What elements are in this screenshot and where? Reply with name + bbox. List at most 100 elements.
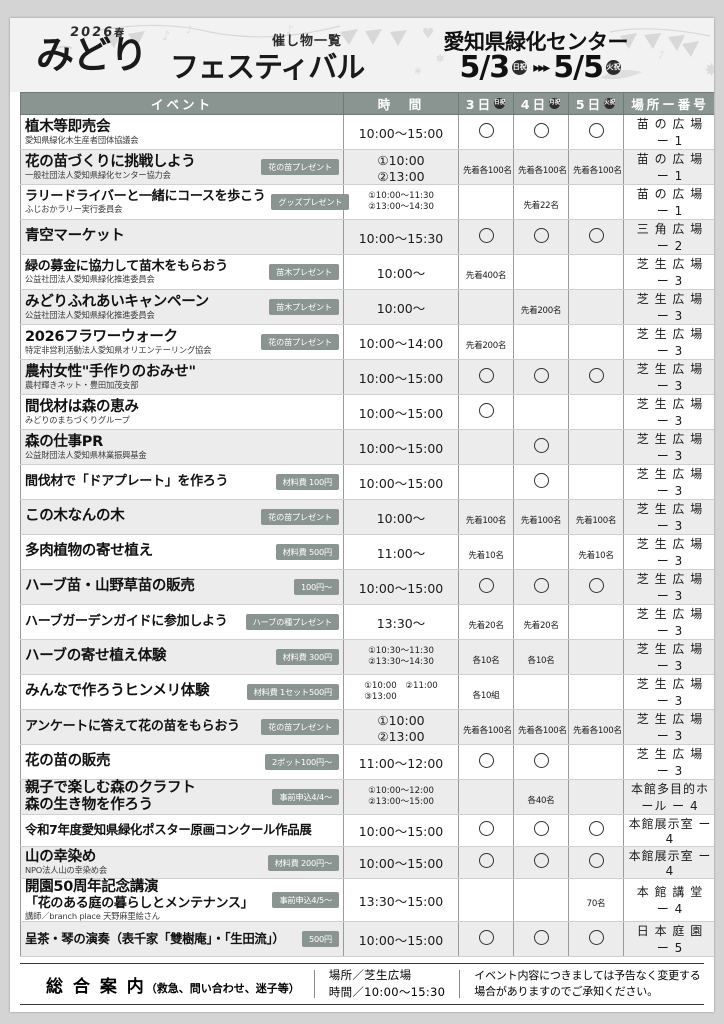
svg-text:♪: ♪ bbox=[186, 25, 192, 36]
availability-circle-icon bbox=[533, 122, 549, 138]
place-cell: 芝 生 広 場 ー 3 bbox=[623, 744, 714, 780]
place-value: 芝 生 広 場 ー 3 bbox=[636, 327, 704, 358]
date-arrows: ▸▸▸ bbox=[533, 59, 550, 76]
event-text: 森の仕事PR 公益財団法人愛知県林業振興基金 bbox=[25, 434, 147, 461]
event-title: ハーブ苗・山野草苗の販売 bbox=[25, 578, 195, 595]
place-value: 芝 生 広 場 ー 3 bbox=[636, 257, 704, 288]
col-day3: 3日日祝 bbox=[458, 92, 514, 115]
day4-cell: 先着200名 bbox=[513, 289, 569, 325]
capacity-text: 先着各100名 bbox=[518, 165, 567, 176]
day5-cell bbox=[568, 184, 624, 220]
day4-cell bbox=[513, 464, 569, 500]
table-row: 令和7年度愛知県緑化ポスター原画コンクール作品展 10:00〜15:00 本館展示室… bbox=[20, 814, 714, 848]
event-text: ハーブの寄せ植え体験 bbox=[25, 648, 166, 665]
event-text: みどりふれあいキャンペーン 公益社団法人愛知県緑化推進委員会 bbox=[25, 294, 209, 321]
day5-cell bbox=[568, 778, 624, 816]
event-cell: 呈茶・琴の演奏（表千家「雙樹庵」・「生田流」） 500円 bbox=[20, 921, 344, 958]
event-wrap: ハーブガーデンガイドに参加しよう ハーブの種プレゼント bbox=[25, 611, 339, 634]
place-value: 芝 生 広 場 ー 3 bbox=[636, 712, 704, 743]
place-value: 芝 生 広 場 ー 3 bbox=[636, 397, 704, 428]
event-text: ハーブガーデンガイドに参加しよう bbox=[25, 614, 228, 629]
event-text: みんなで作ろうヒンメリ体験 bbox=[25, 683, 209, 700]
time-multi: ①10:00〜12:00 ②13:00〜15:00 bbox=[368, 786, 434, 807]
day4-cell bbox=[513, 219, 569, 255]
capacity-text: 各10名 bbox=[527, 655, 555, 666]
day3-cell bbox=[458, 744, 514, 780]
time-line: ③13:00 bbox=[364, 692, 397, 702]
time-line: ②13:00〜15:00 bbox=[368, 797, 434, 808]
svg-text:♪: ♪ bbox=[658, 50, 664, 61]
table-row: 青空マーケット 10:00〜15:30 三 角 広 場 ー 2 bbox=[20, 219, 714, 255]
event-text: 呈茶・琴の演奏（表千家「雙樹庵」・「生田流」） bbox=[25, 931, 285, 947]
table-row: 農村女性"手作りのおみせ" 農村輝きネット・豊田加茂支部 10:00〜15:00 芝 … bbox=[20, 359, 714, 395]
event-cell: 親子で楽しむ森のクラフト 森の生き物を作ろう 事前申込4/4〜 bbox=[20, 778, 344, 816]
event-dates: 5/3 日祝 ▸▸▸ 5/5 火祝 bbox=[459, 50, 622, 85]
event-badge: 材料費 100円 bbox=[275, 474, 339, 490]
capacity-text: 先着22名 bbox=[523, 200, 559, 211]
time-cell: ①10:30〜11:30 ②13:30〜14:30 bbox=[343, 639, 459, 675]
event-cell: ハーブガーデンガイドに参加しよう ハーブの種プレゼント bbox=[20, 604, 344, 640]
availability-circle-icon bbox=[533, 929, 549, 945]
event-text: 山の幸染め NPO法人山の幸染め会 bbox=[25, 849, 107, 876]
time-value: 13:30〜 bbox=[376, 615, 426, 631]
event-text: 緑の募金に協力して苗木をもらおう 公益社団法人愛知県緑化推進委員会 bbox=[25, 259, 228, 284]
event-title: 2026フラワーウォーク bbox=[25, 328, 178, 345]
place-cell: 芝 生 広 場 ー 3 bbox=[623, 359, 714, 395]
place-value: 三 角 広 場 ー 2 bbox=[636, 222, 704, 253]
availability-circle-icon bbox=[478, 752, 494, 768]
availability-circle-icon bbox=[478, 821, 494, 837]
day5-cell: 先着各100名 bbox=[568, 709, 624, 745]
capacity-text: 各10組 bbox=[472, 690, 500, 701]
col-event: イベント bbox=[20, 92, 344, 115]
event-wrap: 呈茶・琴の演奏（表千家「雙樹庵」・「生田流」） 500円 bbox=[25, 928, 339, 951]
time-multi: ①10:30〜11:30 ②13:30〜14:30 bbox=[368, 646, 434, 667]
event-title: 花の苗づくりに挑戦しよう bbox=[25, 153, 196, 170]
day4-cell bbox=[513, 114, 569, 150]
svg-text:❀: ❀ bbox=[414, 67, 422, 77]
place-value: 芝 生 広 場 ー 3 bbox=[636, 607, 704, 638]
divider-2 bbox=[459, 970, 461, 999]
day5-cell bbox=[568, 921, 624, 958]
time-cell: 10:00〜 bbox=[343, 499, 459, 535]
place-cell: 芝 生 広 場 ー 3 bbox=[623, 534, 714, 570]
event-badge: 材料費 1セット500円 bbox=[246, 684, 339, 700]
event-wrap: ハーブ苗・山野草苗の販売 100円〜 bbox=[25, 576, 339, 599]
event-title: 植木等即売会 bbox=[25, 118, 111, 135]
flyer-page: ♪ ♪ ♪ ♥ ✽ ❀ ♪ ✸ 2026春 みどり フェスティバル 催し物一覧 … bbox=[10, 18, 714, 1012]
general-info-bar: 総 合 案 内（救急、問い合わせ、迷子等） 場所／芝生広場 時間／10:00〜1… bbox=[20, 963, 704, 1006]
day3-cell bbox=[458, 114, 514, 150]
place-cell: 芝 生 広 場 ー 3 bbox=[623, 639, 714, 675]
place-value: 本館多目的ホール ー 4 bbox=[630, 782, 709, 814]
day5-cell bbox=[568, 846, 624, 880]
place-cell: 芝 生 広 場 ー 3 bbox=[623, 254, 714, 290]
time-cell: 13:30〜 bbox=[343, 604, 459, 640]
availability-circle-icon bbox=[533, 853, 549, 869]
event-wrap: 親子で楽しむ森のクラフト 森の生き物を作ろう 事前申込4/4〜 bbox=[25, 780, 339, 814]
general-info-title: 総 合 案 内（救急、問い合わせ、迷子等） bbox=[46, 976, 300, 997]
event-badge: 花の苗プレゼント bbox=[261, 719, 339, 735]
capacity-text: 先着各100名 bbox=[463, 165, 512, 176]
day3-cell: 先着各100名 bbox=[458, 149, 514, 185]
event-organizer: 農村輝きネット・豊田加茂支部 bbox=[25, 379, 139, 390]
event-title: 令和7年度愛知県緑化ポスター原画コンクール作品展 bbox=[25, 822, 312, 838]
event-cell: 間伐材は森の恵み みどりのまちづくりグループ bbox=[20, 394, 344, 430]
availability-circle-icon bbox=[588, 367, 604, 383]
time-multi: ①10:00〜11:30 ②13:00〜14:30 bbox=[368, 191, 434, 212]
day5-cell bbox=[568, 394, 624, 430]
capacity-text: 先着200名 bbox=[520, 305, 562, 316]
event-badge: 材料費 500円 bbox=[275, 544, 339, 560]
day3-cell: 各10組 bbox=[458, 674, 514, 710]
availability-circle-icon bbox=[533, 367, 549, 383]
event-cell: ハーブ苗・山野草苗の販売 100円〜 bbox=[20, 569, 344, 605]
event-text: 農村女性"手作りのおみせ" 農村輝きネット・豊田加茂支部 bbox=[25, 364, 196, 391]
availability-circle-icon bbox=[478, 402, 494, 418]
event-title: ラリードライバーと一緒にコースを歩こう bbox=[25, 189, 266, 205]
event-title: 間伐材で「ドアプレート」を作ろう bbox=[25, 474, 229, 490]
availability-circle-icon bbox=[533, 577, 549, 593]
availability-circle-icon bbox=[478, 367, 494, 383]
event-cell: 青空マーケット bbox=[20, 219, 344, 255]
place-value: 芝 生 広 場 ー 3 bbox=[636, 642, 704, 673]
event-text: 花の苗の販売 bbox=[25, 753, 111, 770]
time-cell: 11:00〜 bbox=[343, 534, 459, 570]
event-badge: 2ポット100円〜 bbox=[265, 754, 339, 770]
